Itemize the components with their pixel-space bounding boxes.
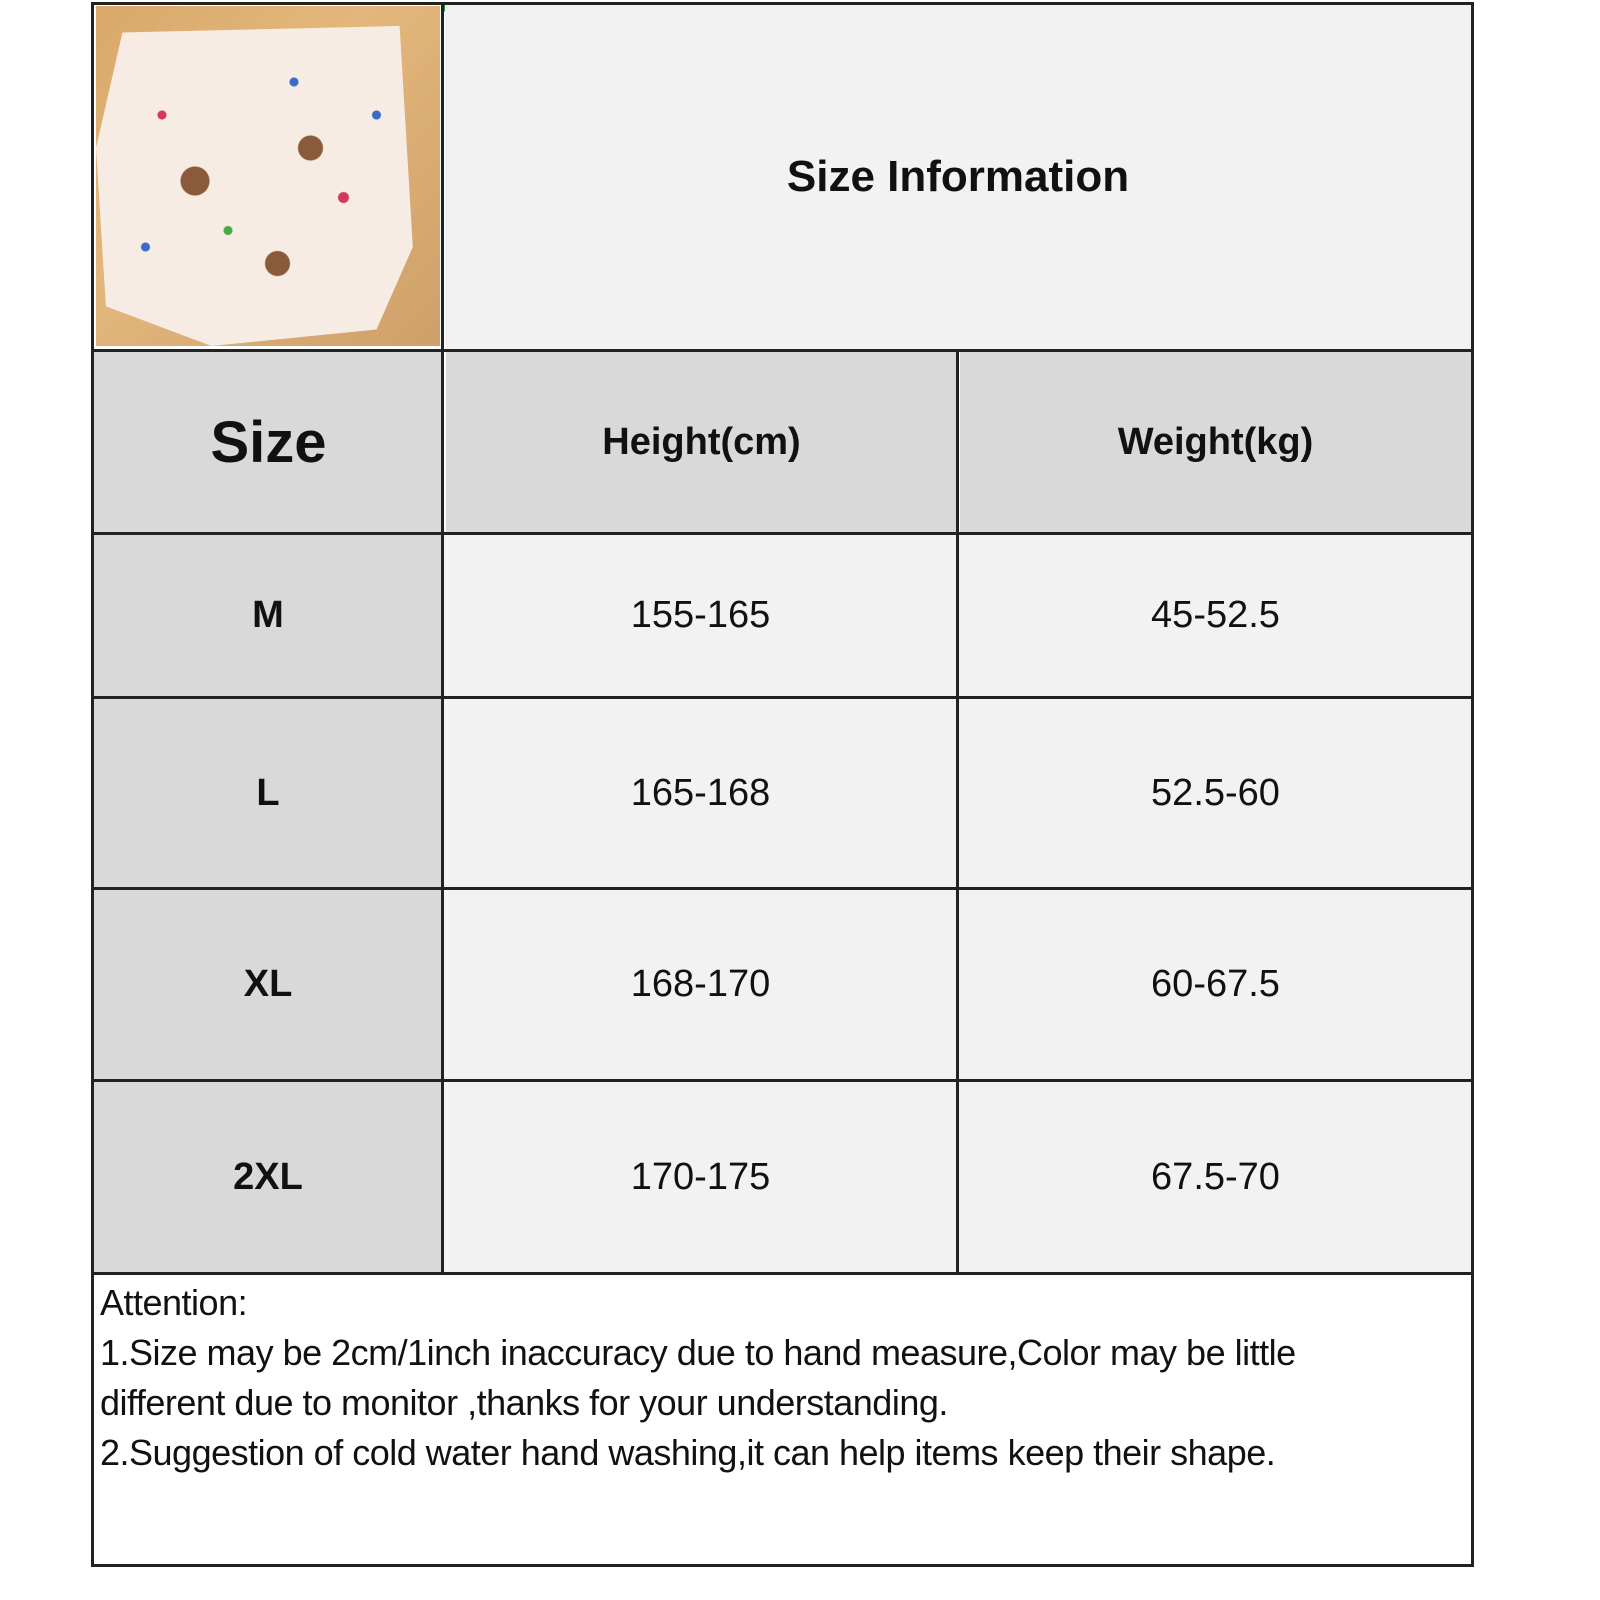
attention-heading: Attention:: [100, 1282, 248, 1323]
size-value: XL: [243, 963, 293, 1005]
attention-line-3: 2.Suggestion of cold water hand washing,…: [100, 1432, 1276, 1473]
table-border: [92, 696, 1474, 699]
table-border: [92, 887, 1474, 890]
size-cell: 2XL: [94, 1082, 442, 1272]
weight-cell: 45-52.5: [959, 535, 1472, 696]
table-border: [92, 2, 1474, 5]
weight-value: 60-67.5: [1151, 963, 1280, 1005]
height-value: 165-168: [630, 771, 771, 814]
weight-value: 45-52.5: [1151, 594, 1280, 636]
height-value: 155-165: [630, 594, 771, 636]
height-cell: 165-168: [444, 699, 957, 887]
header-height: Height(cm): [446, 352, 957, 533]
table-border: [92, 349, 1474, 352]
title-cell: Size Information: [445, 4, 1471, 350]
table-border: [92, 1272, 1474, 1275]
size-value: 2XL: [233, 1155, 303, 1198]
size-value: M: [252, 594, 284, 636]
attention-line-2: different due to monitor ,thanks for you…: [100, 1382, 948, 1423]
table-border: [92, 1079, 1474, 1082]
size-value: L: [256, 771, 280, 814]
height-cell: 168-170: [444, 890, 957, 1079]
height-cell: 170-175: [444, 1082, 957, 1272]
table-border: [92, 1564, 1474, 1567]
header-weight: Weight(kg): [960, 352, 1471, 533]
table-border: [91, 2, 94, 1567]
table-border: [92, 532, 1474, 535]
header-weight-label: Weight(kg): [1117, 421, 1314, 463]
weight-cell: 67.5-70: [959, 1082, 1472, 1272]
pajama-pants-graphic: [96, 25, 413, 346]
weight-value: 52.5-60: [1151, 771, 1280, 814]
weight-cell: 60-67.5: [959, 890, 1472, 1079]
product-image: [96, 6, 440, 346]
table-border: [1471, 2, 1474, 1567]
table-border: [441, 2, 444, 1275]
size-cell: M: [94, 535, 442, 696]
size-cell: L: [94, 699, 442, 887]
weight-cell: 52.5-60: [959, 699, 1472, 887]
table-border: [956, 350, 959, 1275]
height-cell: 155-165: [444, 535, 957, 696]
weight-value: 67.5-70: [1151, 1155, 1280, 1198]
height-value: 170-175: [630, 1155, 771, 1198]
header-height-label: Height(cm): [602, 421, 801, 463]
size-cell: XL: [94, 890, 442, 1079]
attention-line-1: 1.Size may be 2cm/1inch inaccuracy due t…: [100, 1332, 1296, 1373]
height-value: 168-170: [630, 963, 771, 1005]
attention-note: Attention: 1.Size may be 2cm/1inch inacc…: [100, 1278, 1470, 1478]
header-size: Size: [94, 352, 443, 533]
page-title: Size Information: [786, 152, 1130, 201]
header-size-label: Size: [210, 410, 327, 475]
